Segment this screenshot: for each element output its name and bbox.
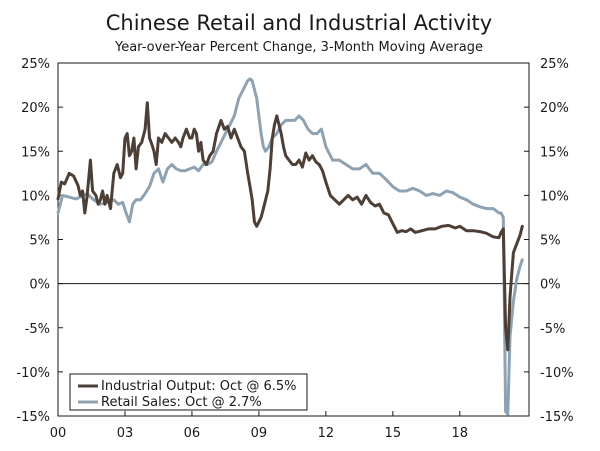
x-tick-label: 03 — [117, 426, 134, 441]
x-tick-label: 00 — [50, 426, 67, 441]
x-tick-label: 12 — [318, 426, 335, 441]
y-tick-label-left: -5% — [25, 322, 50, 337]
y-tick-label-left: -10% — [16, 366, 50, 381]
legend-label-industrial: Industrial Output: Oct @ 6.5% — [101, 379, 297, 394]
series-line-industrial-output — [56, 101, 524, 352]
x-tick-label: 18 — [452, 426, 469, 441]
legend: Industrial Output: Oct @ 6.5% Retail Sal… — [69, 373, 308, 411]
x-tick-label: 06 — [184, 426, 201, 441]
chart-title: Chinese Retail and Industrial Activity — [106, 11, 492, 35]
y-tick-label-right: 0% — [540, 278, 561, 293]
y-tick-label-left: 10% — [21, 189, 50, 204]
y-tick-label-right: 10% — [540, 189, 569, 204]
y-tick-label-right: 5% — [540, 234, 561, 249]
y-tick-label-right: -5% — [540, 322, 565, 337]
y-tick-label-right: 20% — [540, 101, 569, 116]
y-tick-label-left: -15% — [16, 410, 50, 425]
y-tick-label-right: -15% — [540, 410, 574, 425]
y-tick-label-left: 5% — [29, 234, 50, 249]
axes-layer: 25% 25% 20% 20% 15% 15% 10% 10% 5% 5% 0% 0% -5% -5% -1… — [16, 57, 573, 441]
y-tick-label-left: 0% — [29, 278, 50, 293]
legend-label-retail: Retail Sales: Oct @ 2.7% — [101, 395, 262, 410]
y-tick-label-right: -10% — [540, 366, 574, 381]
y-tick-label-right: 25% — [540, 57, 569, 72]
y-tick-label-left: 15% — [21, 145, 50, 160]
legend-box — [69, 373, 308, 411]
y-tick-label-left: 25% — [21, 57, 50, 72]
series-layer — [56, 77, 524, 416]
y-tick-label-left: 20% — [21, 101, 50, 116]
chart-subtitle: Year-over-Year Percent Change, 3-Month M… — [114, 40, 483, 55]
plot-frame — [57, 62, 530, 417]
x-tick-label: 09 — [251, 426, 268, 441]
x-tick-label: 15 — [385, 426, 402, 441]
y-tick-label-right: 15% — [540, 145, 569, 160]
series-line-retail-sales — [56, 77, 524, 416]
